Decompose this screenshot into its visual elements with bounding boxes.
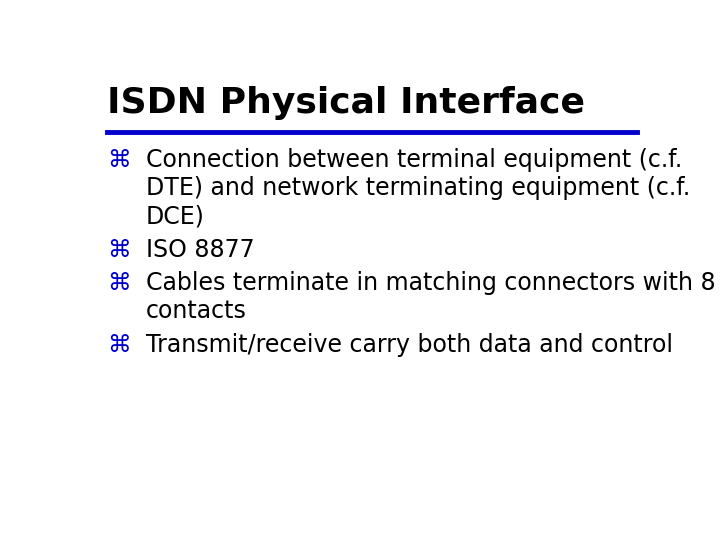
- Text: Connection between terminal equipment (c.f.: Connection between terminal equipment (c…: [145, 148, 682, 172]
- Text: ISDN Physical Interface: ISDN Physical Interface: [107, 85, 585, 119]
- Text: ISO 8877: ISO 8877: [145, 238, 254, 262]
- Text: ⌘: ⌘: [107, 148, 130, 172]
- Text: contacts: contacts: [145, 299, 247, 323]
- Text: ⌘: ⌘: [107, 238, 130, 262]
- Text: ⌘: ⌘: [107, 333, 130, 356]
- Text: Transmit/receive carry both data and control: Transmit/receive carry both data and con…: [145, 333, 672, 356]
- Text: DTE) and network terminating equipment (c.f.: DTE) and network terminating equipment (…: [145, 176, 690, 200]
- Text: DCE): DCE): [145, 205, 204, 228]
- Text: ⌘: ⌘: [107, 271, 130, 295]
- Text: Cables terminate in matching connectors with 8: Cables terminate in matching connectors …: [145, 271, 716, 295]
